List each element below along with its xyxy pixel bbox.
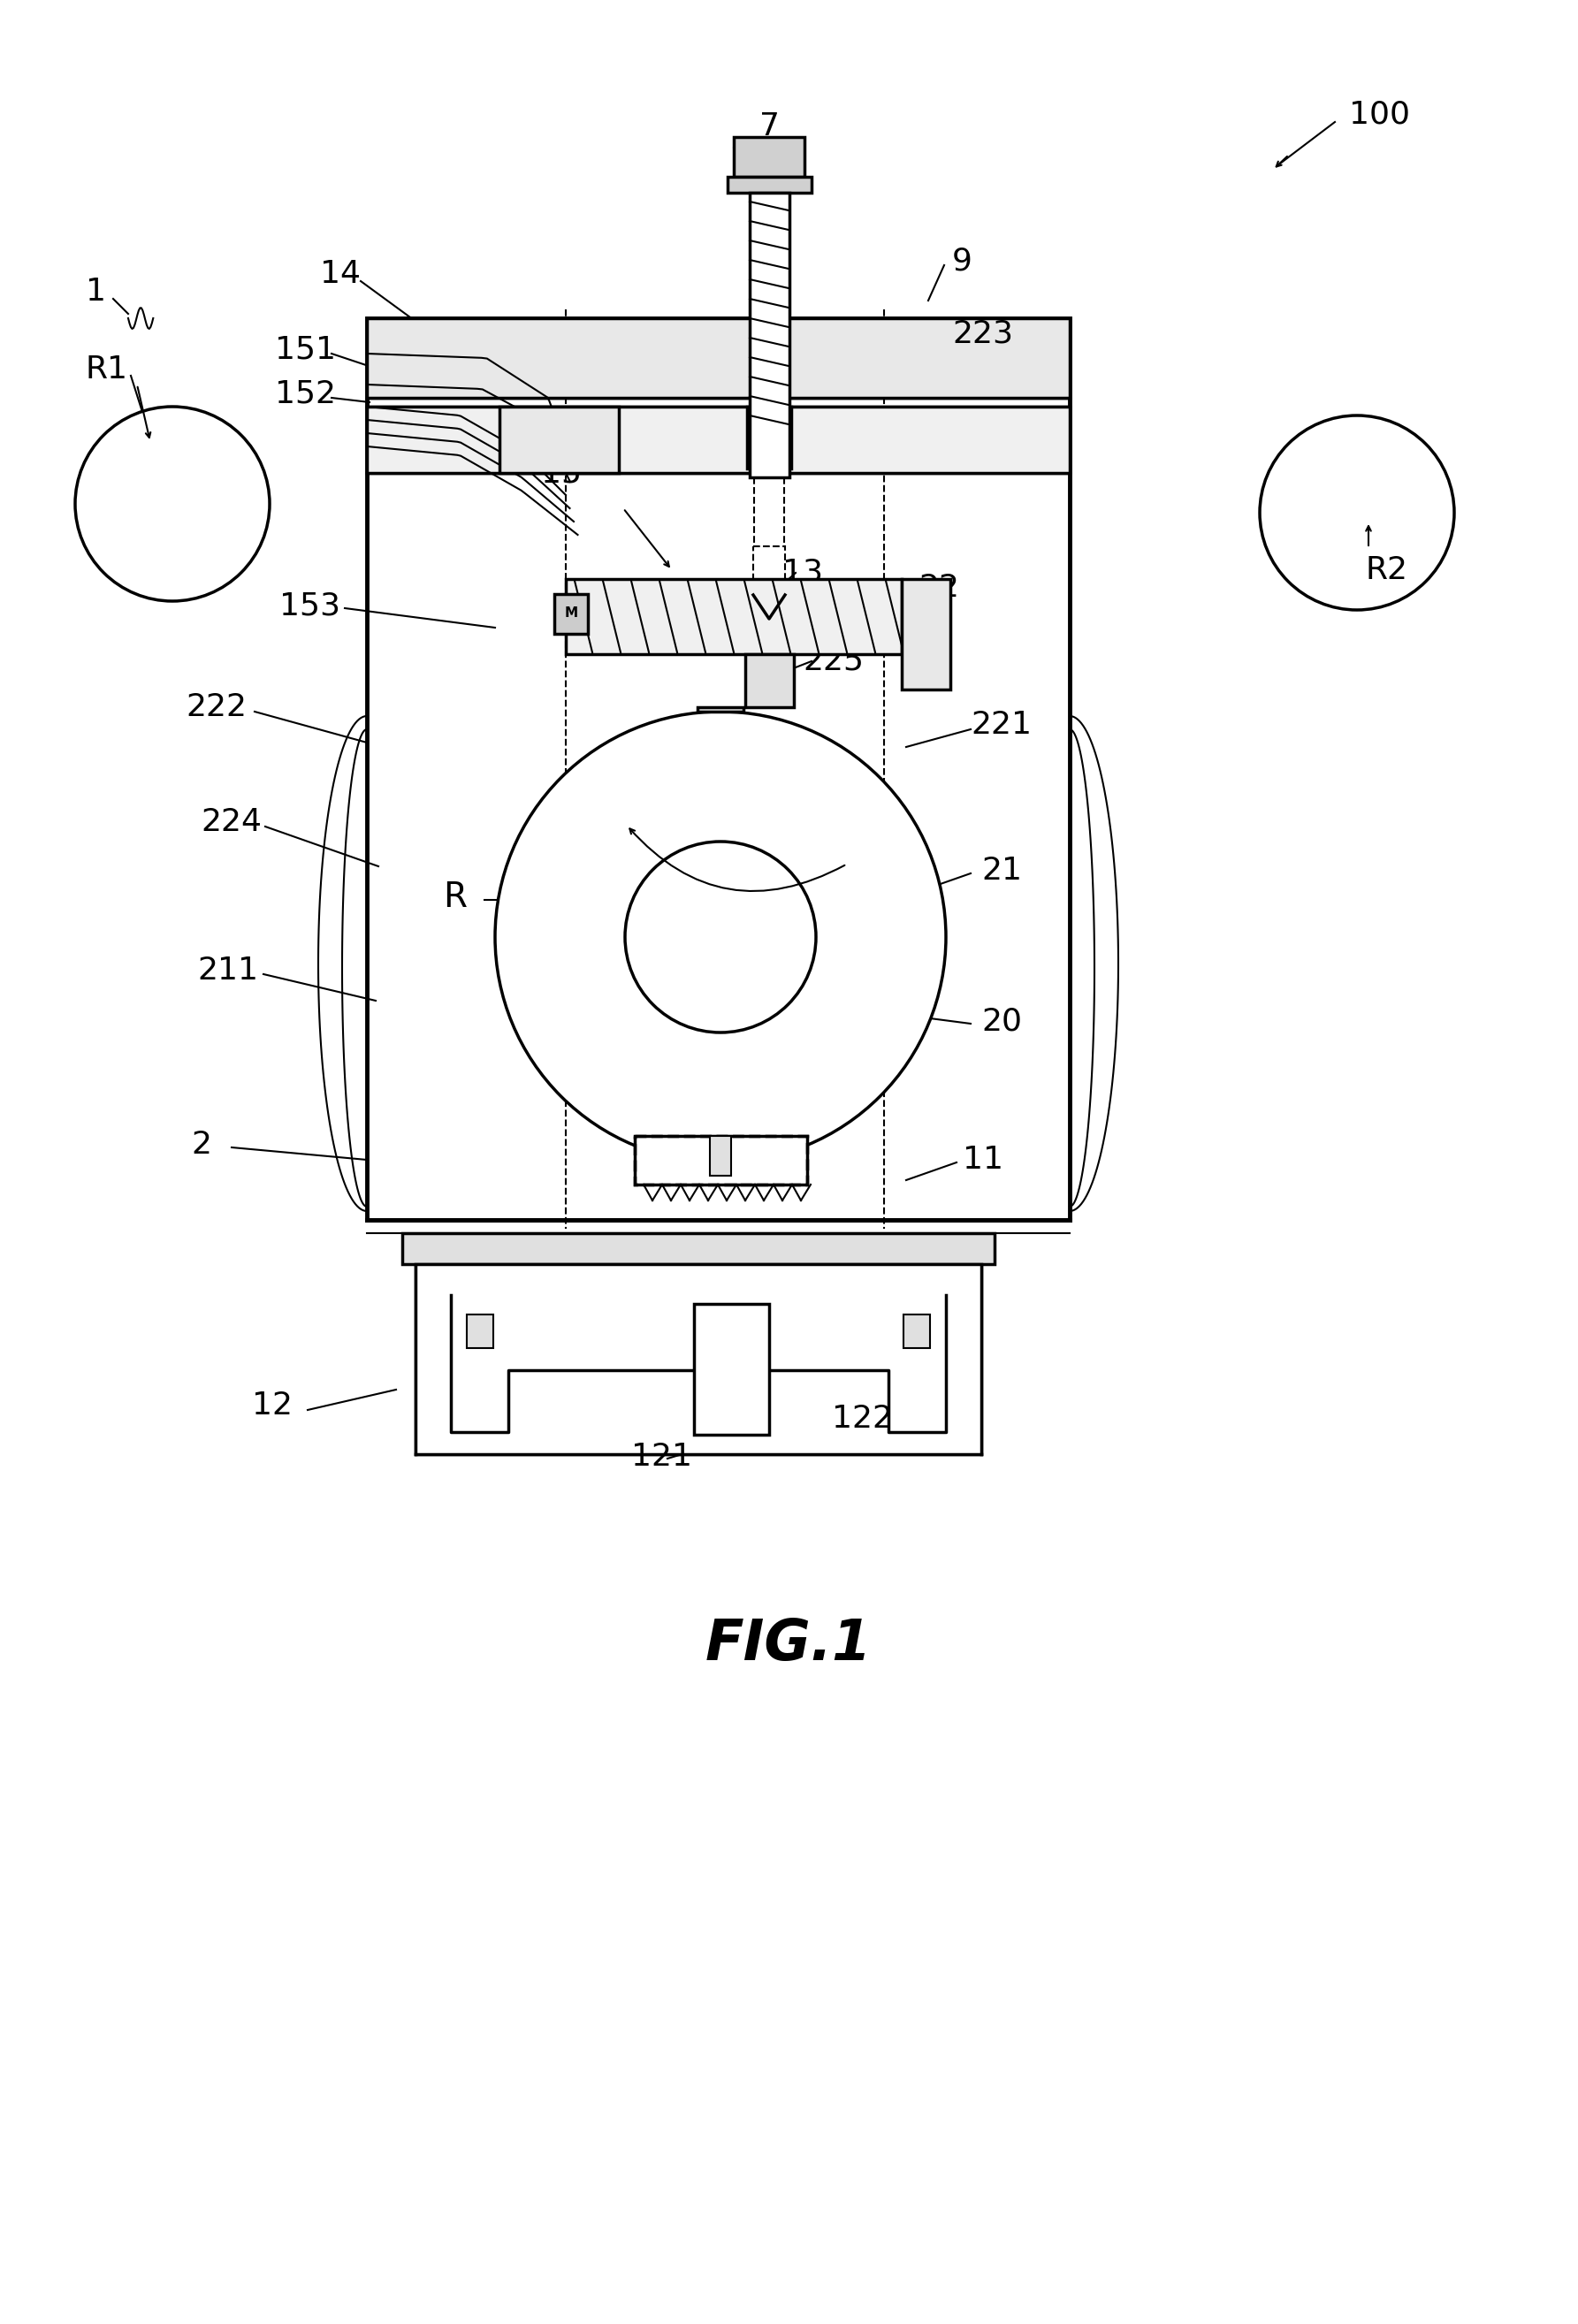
- Text: 12: 12: [252, 1390, 292, 1420]
- Bar: [554, 595, 589, 634]
- Text: R: R: [443, 881, 467, 913]
- Text: 122: 122: [832, 1404, 893, 1434]
- Text: 7: 7: [759, 112, 780, 142]
- Text: 21: 21: [982, 855, 1023, 885]
- Bar: [415, 1264, 982, 1455]
- Bar: [727, 177, 811, 193]
- Bar: [710, 1136, 731, 1176]
- Bar: [694, 1304, 768, 1434]
- Text: 14: 14: [320, 258, 361, 288]
- Bar: [734, 137, 805, 177]
- Text: 2: 2: [191, 1129, 211, 1160]
- Text: 9: 9: [952, 246, 972, 277]
- Text: 151: 151: [275, 335, 336, 365]
- Text: 211: 211: [197, 955, 259, 985]
- Circle shape: [1259, 416, 1455, 609]
- Text: 100: 100: [1349, 100, 1409, 130]
- Text: FIG.1: FIG.1: [705, 1618, 873, 1671]
- Bar: [746, 407, 791, 469]
- Text: 11: 11: [963, 1146, 1004, 1176]
- Text: M: M: [565, 607, 578, 621]
- Text: R1: R1: [85, 356, 128, 383]
- Bar: [366, 318, 1070, 397]
- Bar: [753, 546, 784, 595]
- Text: 13: 13: [783, 558, 824, 588]
- Text: R2: R2: [1365, 555, 1408, 586]
- Text: 222: 222: [186, 693, 248, 723]
- Bar: [901, 579, 950, 690]
- Bar: [904, 1315, 929, 1348]
- Text: 225: 225: [803, 646, 865, 676]
- Text: 20: 20: [982, 1006, 1023, 1037]
- Text: 121: 121: [631, 1441, 691, 1471]
- Text: 22: 22: [918, 572, 959, 602]
- Circle shape: [625, 841, 816, 1032]
- Text: 152: 152: [275, 379, 336, 409]
- Bar: [697, 706, 743, 711]
- Text: 15: 15: [541, 458, 582, 488]
- Text: 153: 153: [279, 590, 339, 621]
- Text: 1: 1: [85, 277, 106, 307]
- Text: 221: 221: [970, 709, 1032, 739]
- Bar: [745, 653, 794, 706]
- Bar: [366, 407, 1070, 472]
- Circle shape: [76, 407, 270, 602]
- Bar: [567, 579, 901, 653]
- Bar: [366, 318, 1070, 1220]
- Bar: [402, 1234, 994, 1264]
- Text: 224: 224: [200, 806, 262, 837]
- Circle shape: [495, 711, 945, 1162]
- Text: 223: 223: [953, 318, 1013, 349]
- Bar: [750, 193, 789, 476]
- Bar: [634, 1136, 806, 1185]
- Bar: [467, 1315, 494, 1348]
- Bar: [634, 1136, 806, 1185]
- Bar: [500, 407, 619, 472]
